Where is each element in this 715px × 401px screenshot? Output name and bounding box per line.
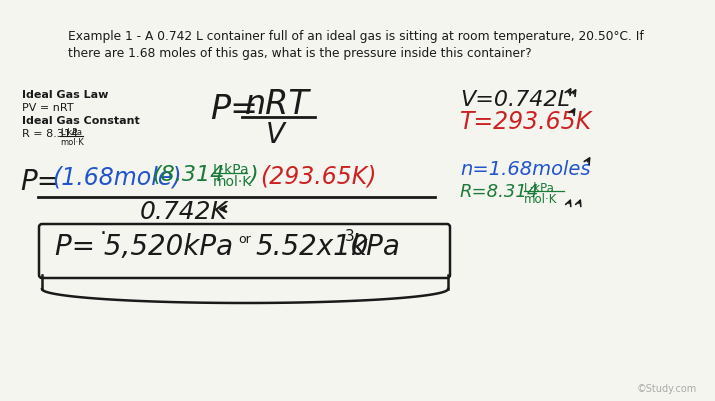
Text: L·kPa: L·kPa — [524, 182, 555, 194]
Text: T=293.65K: T=293.65K — [460, 110, 592, 134]
Text: R=8.314: R=8.314 — [460, 182, 539, 200]
Text: 3: 3 — [345, 229, 355, 243]
Text: P= 5,520kPa: P= 5,520kPa — [55, 233, 233, 260]
Text: nRT: nRT — [245, 88, 310, 121]
Text: n=1.68moles: n=1.68moles — [460, 160, 591, 178]
Text: L·kPa: L·kPa — [60, 128, 82, 137]
Text: mol·K: mol·K — [60, 138, 84, 147]
Text: V=0.742L: V=0.742L — [460, 90, 570, 110]
Text: L·kPa: L·kPa — [213, 162, 250, 176]
Text: ©Study.com: ©Study.com — [637, 383, 697, 393]
Text: V: V — [266, 121, 285, 149]
Text: P=: P= — [20, 168, 60, 196]
Text: (1.68mole): (1.68mole) — [52, 166, 182, 190]
Text: 5.52x10: 5.52x10 — [255, 233, 368, 260]
Text: mol·K: mol·K — [213, 174, 252, 188]
Text: ): ) — [249, 164, 257, 184]
Text: there are 1.68 moles of this gas, what is the pressure inside this container?: there are 1.68 moles of this gas, what i… — [68, 47, 532, 60]
Text: kPa: kPa — [350, 233, 400, 260]
Text: Ideal Gas Law: Ideal Gas Law — [22, 90, 109, 100]
Text: R = 8.314: R = 8.314 — [22, 129, 78, 139]
Text: or: or — [238, 233, 251, 245]
Text: (8.314: (8.314 — [152, 164, 225, 184]
Text: 0.742K: 0.742K — [140, 200, 228, 223]
Text: Example 1 - A 0.742 L container full of an ideal gas is sitting at room temperat: Example 1 - A 0.742 L container full of … — [68, 30, 644, 43]
Text: P=: P= — [210, 93, 258, 126]
Text: mol·K: mol·K — [524, 192, 558, 205]
Text: Ideal Gas Constant: Ideal Gas Constant — [22, 116, 139, 126]
Text: PV = nRT: PV = nRT — [22, 103, 74, 113]
Text: (293.65K): (293.65K) — [260, 164, 377, 188]
FancyBboxPatch shape — [39, 225, 450, 278]
Text: .: . — [100, 217, 107, 237]
